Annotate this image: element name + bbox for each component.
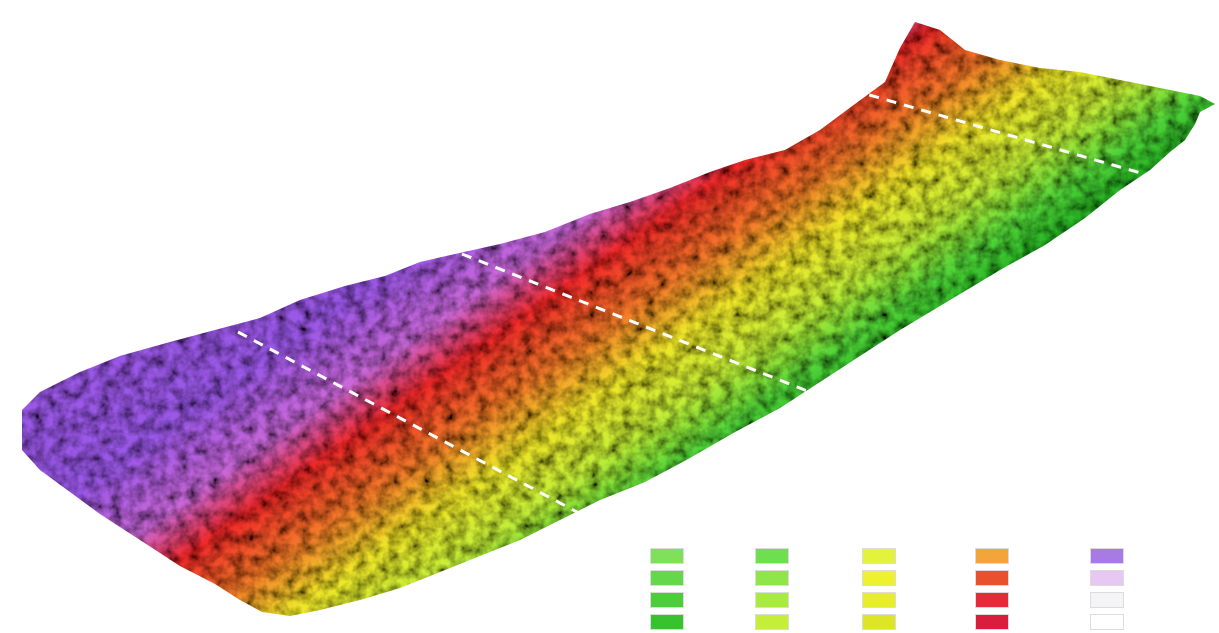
- legend-title: [987, 450, 997, 540]
- legend-entry: [862, 611, 902, 633]
- legend-group-5: [1090, 450, 1190, 630]
- legend-swatch: [755, 548, 789, 564]
- legend-swatch: [862, 570, 896, 586]
- legend-swatch: [650, 592, 684, 608]
- legend-entry: [975, 567, 1015, 589]
- section-line-east: [851, 88, 1166, 182]
- legend-entry: [975, 545, 1015, 567]
- legend-swatch: [862, 614, 896, 630]
- legend-swatch: [1090, 592, 1124, 608]
- legend-title: [874, 450, 884, 540]
- legend-group-1: [650, 450, 750, 630]
- legend-swatch: [1090, 614, 1124, 630]
- legend-entry: [1090, 545, 1130, 567]
- legend-entry: [650, 545, 690, 567]
- legend-entry: [650, 589, 690, 611]
- legend-swatch: [862, 548, 896, 564]
- legend-swatch: [1090, 570, 1124, 586]
- legend-entry: [755, 611, 795, 633]
- legend-entry: [1090, 611, 1130, 633]
- legend-group-4: [975, 450, 1075, 630]
- legend-swatch: [975, 548, 1009, 564]
- legend-swatch: [862, 592, 896, 608]
- legend-title: [662, 450, 672, 540]
- legend-entry: [650, 611, 690, 633]
- legend-group-2: [755, 450, 855, 630]
- section-lines: [237, 88, 1166, 522]
- legend-title: [1102, 450, 1112, 540]
- terrain-surface: [22, 22, 1215, 616]
- legend-entry: [755, 567, 795, 589]
- legend-swatch: [650, 614, 684, 630]
- legend-swatch: [650, 570, 684, 586]
- legend-swatch: [975, 614, 1009, 630]
- legend-swatch: [975, 592, 1009, 608]
- legend-entry: [975, 611, 1015, 633]
- legend-entry: [650, 567, 690, 589]
- legend-title: [767, 450, 777, 540]
- legend-entry: [862, 545, 902, 567]
- legend-swatch: [1090, 548, 1124, 564]
- legend-swatch: [650, 548, 684, 564]
- legend-entry: [862, 589, 902, 611]
- legend-entry: [755, 589, 795, 611]
- legend-swatch: [975, 570, 1009, 586]
- legend-swatch: [755, 614, 789, 630]
- legend-swatch: [755, 592, 789, 608]
- terrain-body: [22, 22, 1215, 616]
- section-line-middle: [461, 252, 836, 404]
- legend-entry: [862, 567, 902, 589]
- legend-group-3: [862, 450, 962, 630]
- legend-entry: [1090, 567, 1130, 589]
- legend-entry: [975, 589, 1015, 611]
- legend-entry: [1090, 589, 1130, 611]
- legend-entry: [755, 545, 795, 567]
- legend-swatch: [755, 570, 789, 586]
- section-line-west: [237, 330, 593, 522]
